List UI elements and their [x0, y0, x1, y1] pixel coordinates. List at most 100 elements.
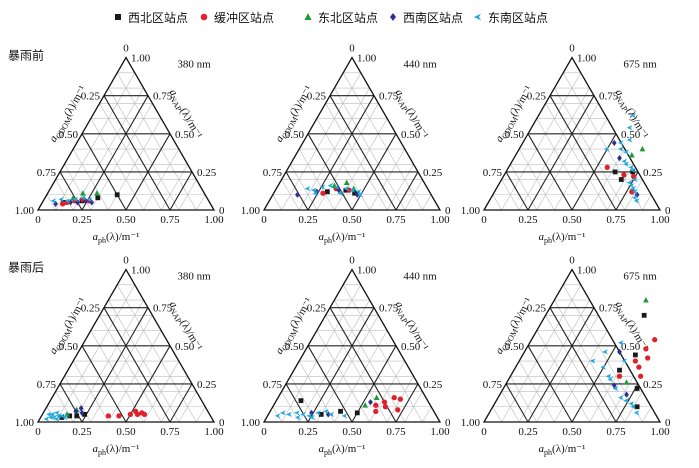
- data-point: [638, 373, 644, 379]
- gridline-major: [527, 307, 595, 423]
- data-point: [304, 186, 311, 192]
- data-point: [623, 379, 630, 385]
- tick-label-left: 1.00: [15, 417, 35, 429]
- tick-label-bottom: 1.00: [430, 214, 450, 226]
- gridline-minor: [281, 179, 300, 211]
- data-point: [381, 399, 388, 405]
- legend-label: 缓冲区站点: [214, 10, 274, 25]
- tick-label-right: 0.75: [379, 91, 399, 103]
- tick-label-left: 1.00: [241, 205, 261, 217]
- data-point: [604, 164, 610, 170]
- tick-label-left: 1.00: [461, 417, 481, 429]
- data-point: [295, 191, 300, 198]
- legend-item: 缓冲区站点: [200, 10, 274, 25]
- data-point: [605, 373, 612, 379]
- data-point: [636, 364, 642, 370]
- gridline-major: [103, 307, 171, 423]
- data-point: [89, 199, 95, 206]
- data-points: [50, 190, 120, 208]
- tick-label-left: 0.75: [263, 379, 283, 391]
- data-point: [74, 413, 80, 419]
- data-point: [630, 173, 637, 180]
- tick-label-bottom: 0.50: [342, 426, 362, 438]
- data-point: [352, 190, 358, 196]
- tick-label-bottom: 1.00: [650, 214, 670, 226]
- data-point: [60, 201, 66, 207]
- data-point: [632, 352, 638, 358]
- data-point: [623, 398, 629, 404]
- gridline-major: [81, 133, 127, 211]
- tick-label-bottom: 0.25: [298, 214, 318, 226]
- wavelength-label: 675 nm: [623, 59, 657, 71]
- triangle-outline: [262, 268, 442, 423]
- data-point: [49, 411, 56, 418]
- legend-marker: [473, 13, 481, 21]
- data-point: [78, 405, 84, 412]
- axis-label-bottom: aph(λ)/m⁻¹: [319, 231, 366, 245]
- tick-label-left: 0.25: [81, 91, 101, 103]
- legend-item: 东南区站点: [473, 10, 548, 25]
- data-point: [54, 410, 60, 416]
- data-point: [68, 199, 73, 206]
- data-point: [612, 169, 618, 175]
- gridline-major: [81, 307, 149, 423]
- gridline-minor: [196, 194, 206, 211]
- data-point: [318, 411, 324, 417]
- gridline-minor: [422, 194, 432, 211]
- ternary-panel: 0 0.25 0.50 0.75 1.001.000.750.500.2501.000.…: [241, 255, 451, 457]
- tick-label-right: 1.00: [577, 53, 597, 65]
- data-point: [294, 410, 300, 416]
- tick-label-right: 0.75: [599, 91, 619, 103]
- data-point: [616, 373, 623, 379]
- tick-label-left: 0: [569, 43, 575, 55]
- gridline-major: [505, 171, 529, 211]
- data-point: [312, 190, 319, 196]
- data-point: [328, 411, 335, 418]
- tick-label-left: 0.50: [285, 341, 305, 353]
- data-point: [341, 413, 348, 419]
- tick-label-right: 0.75: [153, 91, 173, 103]
- data-point: [617, 348, 622, 356]
- tick-label-left: 1.00: [241, 417, 261, 429]
- tick-label-bottom: 0.75: [160, 426, 180, 438]
- panels: 0 0.25 0.50 0.75 1.001.000.750.500.2501.000.…: [8, 43, 671, 457]
- axis-label-bottom: aph(λ)/m⁻¹: [539, 443, 586, 457]
- ternary-panel: 0 0.25 0.50 0.75 1.001.000.750.500.2501.000.…: [8, 255, 225, 457]
- tick-label-right: 1.00: [357, 265, 377, 277]
- tick-label-bottom: 0.25: [72, 214, 92, 226]
- tick-label-left: 0.25: [527, 91, 547, 103]
- gridline-minor: [90, 103, 153, 211]
- tick-label-right: 0: [445, 417, 451, 429]
- data-point: [274, 413, 281, 419]
- legend-marker: [304, 13, 312, 20]
- data-point: [333, 184, 340, 190]
- legend-item: 东北区站点: [304, 11, 378, 25]
- axis-label-bottom: aph(λ)/m⁻¹: [93, 231, 140, 245]
- tick-label-right: 0.75: [379, 303, 399, 315]
- tick-label-left: 1.00: [15, 205, 35, 217]
- tick-label-right: 0.50: [401, 129, 421, 141]
- gridline-minor: [422, 406, 432, 423]
- data-point: [611, 382, 617, 389]
- data-point: [652, 337, 658, 343]
- data-point: [634, 386, 640, 391]
- gridline-major: [329, 95, 397, 211]
- tick-label-left: 0.50: [59, 129, 79, 141]
- data-point: [64, 411, 70, 417]
- data-point: [632, 195, 638, 201]
- tick-label-right: 0: [445, 205, 451, 217]
- data-point: [630, 112, 636, 119]
- tick-label-left: 0.25: [307, 91, 327, 103]
- tick-label-right: 0: [219, 205, 225, 217]
- condition-label: 暴雨前: [8, 48, 44, 63]
- triangle-outline: [36, 56, 216, 211]
- data-point: [319, 184, 326, 190]
- gridline-major: [169, 383, 193, 423]
- tick-label-left: 0.50: [505, 129, 525, 141]
- data-point: [617, 340, 624, 346]
- tick-label-right: 0.50: [621, 129, 641, 141]
- legend-marker: [390, 13, 396, 21]
- tick-label-bottom: 0.25: [518, 214, 538, 226]
- data-point: [626, 125, 633, 131]
